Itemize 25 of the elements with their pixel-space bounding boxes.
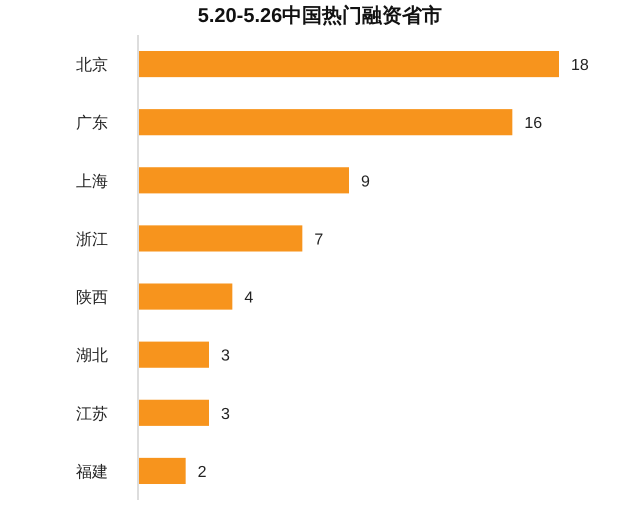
bar [139, 458, 186, 484]
data-label: 4 [244, 290, 254, 307]
data-label: 18 [571, 57, 589, 74]
bar [139, 342, 209, 368]
y-tick-label: 北京 [76, 56, 108, 74]
bar [139, 50, 559, 78]
chart-title: 5.20-5.26中国热门融资省市 [198, 4, 442, 27]
y-tick-label: 江苏 [76, 404, 108, 423]
bar [139, 283, 232, 310]
bar [139, 167, 349, 194]
bar [139, 225, 302, 252]
data-label: 3 [221, 406, 230, 423]
y-tick-label: 广东 [76, 114, 108, 132]
bar [139, 400, 209, 426]
bar [139, 109, 512, 136]
y-tick-label: 上海 [76, 172, 108, 190]
y-tick-label: 浙江 [76, 230, 108, 248]
y-tick-label: 陕西 [76, 290, 108, 307]
data-label: 3 [221, 348, 230, 365]
y-tick-label: 湖北 [76, 346, 108, 365]
data-label: 2 [198, 464, 207, 481]
data-label: 9 [361, 173, 370, 190]
y-tick-label: 福建 [76, 462, 108, 481]
data-label: 7 [314, 231, 324, 248]
data-label: 16 [524, 115, 542, 132]
